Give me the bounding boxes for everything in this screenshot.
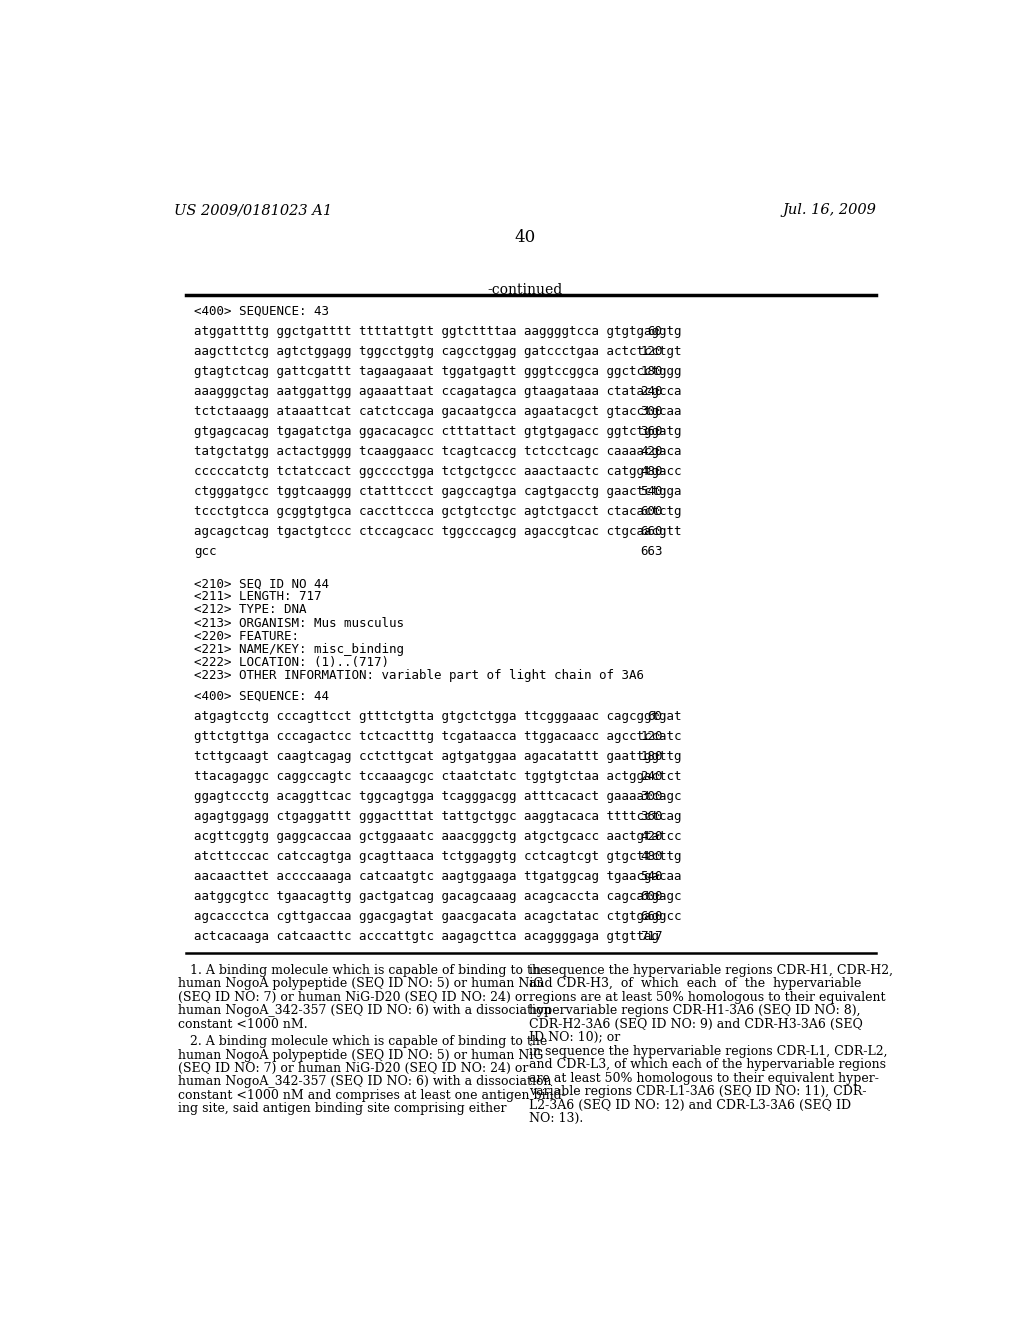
Text: atgagtcctg cccagttcct gtttctgtta gtgctctgga ttcgggaaac cagcggtgat: atgagtcctg cccagttcct gtttctgtta gtgctct… [194,710,681,723]
Text: 660: 660 [640,909,663,923]
Text: 663: 663 [640,545,663,558]
Text: 717: 717 [640,929,663,942]
Text: ttacagaggc caggccagtc tccaaagcgc ctaatctatc tggtgtctaa actggactct: ttacagaggc caggccagtc tccaaagcgc ctaatct… [194,770,681,783]
Text: 420: 420 [640,445,663,458]
Text: <213> ORGANISM: Mus musculus: <213> ORGANISM: Mus musculus [194,616,403,630]
Text: gttctgttga cccagactcc tctcactttg tcgataacca ttggacaacc agcctccatc: gttctgttga cccagactcc tctcactttg tcgataa… [194,730,681,743]
Text: 660: 660 [640,525,663,539]
Text: <223> OTHER INFORMATION: variable part of light chain of 3A6: <223> OTHER INFORMATION: variable part o… [194,669,644,682]
Text: 120: 120 [640,730,663,743]
Text: 180: 180 [640,364,663,378]
Text: aatggcgtcc tgaacagttg gactgatcag gacagcaaag acagcaccta cagcatgagc: aatggcgtcc tgaacagttg gactgatcag gacagca… [194,890,681,903]
Text: 2. A binding molecule which is capable of binding to the: 2. A binding molecule which is capable o… [178,1035,548,1048]
Text: 240: 240 [640,770,663,783]
Text: 60: 60 [648,325,663,338]
Text: L2-3A6 (SEQ ID NO: 12) and CDR-L3-3A6 (SEQ ID: L2-3A6 (SEQ ID NO: 12) and CDR-L3-3A6 (S… [529,1098,852,1111]
Text: 40: 40 [514,230,536,247]
Text: (SEQ ID NO: 7) or human NiG-D20 (SEQ ID NO: 24) or: (SEQ ID NO: 7) or human NiG-D20 (SEQ ID … [178,1063,528,1074]
Text: constant <1000 nM and comprises at least one antigen bind-: constant <1000 nM and comprises at least… [178,1089,566,1102]
Text: 120: 120 [640,345,663,358]
Text: <400> SEQUENCE: 44: <400> SEQUENCE: 44 [194,689,329,702]
Text: human NogoA polypeptide (SEQ ID NO: 5) or human NiG: human NogoA polypeptide (SEQ ID NO: 5) o… [178,1048,544,1061]
Text: tatgctatgg actactgggg tcaaggaacc tcagtcaccg tctcctcagc caaaacgaca: tatgctatgg actactgggg tcaaggaacc tcagtca… [194,445,681,458]
Text: hypervariable regions CDR-H1-3A6 (SEQ ID NO: 8),: hypervariable regions CDR-H1-3A6 (SEQ ID… [529,1005,861,1018]
Text: <222> LOCATION: (1)..(717): <222> LOCATION: (1)..(717) [194,656,389,669]
Text: Jul. 16, 2009: Jul. 16, 2009 [782,203,876,216]
Text: 600: 600 [640,890,663,903]
Text: and CDR-H3,  of  which  each  of  the  hypervariable: and CDR-H3, of which each of the hyperva… [529,977,862,990]
Text: <220> FEATURE:: <220> FEATURE: [194,630,299,643]
Text: CDR-H2-3A6 (SEQ ID NO: 9) and CDR-H3-3A6 (SEQ: CDR-H2-3A6 (SEQ ID NO: 9) and CDR-H3-3A6… [529,1018,863,1031]
Text: cccccatctg tctatccact ggcccctgga tctgctgccc aaactaactc catggtgacc: cccccatctg tctatccact ggcccctgga tctgctg… [194,465,681,478]
Text: <211> LENGTH: 717: <211> LENGTH: 717 [194,590,322,603]
Text: aaagggctag aatggattgg agaaattaat ccagatagca gtaagataaa ctatacgcca: aaagggctag aatggattgg agaaattaat ccagata… [194,385,681,397]
Text: (SEQ ID NO: 7) or human NiG-D20 (SEQ ID NO: 24) or: (SEQ ID NO: 7) or human NiG-D20 (SEQ ID … [178,991,528,1003]
Text: tccctgtcca gcggtgtgca caccttccca gctgtcctgc agtctgacct ctacactctg: tccctgtcca gcggtgtgca caccttccca gctgtcc… [194,506,681,517]
Text: 480: 480 [640,850,663,863]
Text: <221> NAME/KEY: misc_binding: <221> NAME/KEY: misc_binding [194,643,403,656]
Text: <212> TYPE: DNA: <212> TYPE: DNA [194,603,306,616]
Text: gtagtctcag gattcgattt tagaagaaat tggatgagtt gggtccggca ggctcctggg: gtagtctcag gattcgattt tagaagaaat tggatga… [194,364,681,378]
Text: <210> SEQ ID NO 44: <210> SEQ ID NO 44 [194,577,329,590]
Text: gcc: gcc [194,545,216,558]
Text: gtgagcacag tgagatctga ggacacagcc ctttattact gtgtgagacc ggtctggatg: gtgagcacag tgagatctga ggacacagcc ctttatt… [194,425,681,438]
Text: 540: 540 [640,484,663,498]
Text: constant <1000 nM.: constant <1000 nM. [178,1018,308,1031]
Text: ctgggatgcc tggtcaaggg ctatttccct gagccagtga cagtgacctg gaactctgga: ctgggatgcc tggtcaaggg ctatttccct gagccag… [194,484,681,498]
Text: 360: 360 [640,425,663,438]
Text: acgttcggtg gaggcaccaa gctggaaatc aaacgggctg atgctgcacc aactgtatcc: acgttcggtg gaggcaccaa gctggaaatc aaacggg… [194,830,681,843]
Text: human NogoA_342-357 (SEQ ID NO: 6) with a dissociation: human NogoA_342-357 (SEQ ID NO: 6) with … [178,1005,552,1018]
Text: tctctaaagg ataaattcat catctccaga gacaatgcca agaatacgct gtacctgcaa: tctctaaagg ataaattcat catctccaga gacaatg… [194,405,681,418]
Text: 480: 480 [640,465,663,478]
Text: human NogoA_342-357 (SEQ ID NO: 6) with a dissociation: human NogoA_342-357 (SEQ ID NO: 6) with … [178,1076,552,1089]
Text: ID NO: 10); or: ID NO: 10); or [529,1031,621,1044]
Text: atggattttg ggctgatttt ttttattgtt ggtcttttaa aaggggtcca gtgtgaggtg: atggattttg ggctgatttt ttttattgtt ggtcttt… [194,325,681,338]
Text: 1. A binding molecule which is capable of binding to the: 1. A binding molecule which is capable o… [178,964,548,977]
Text: in sequence the hypervariable regions CDR-L1, CDR-L2,: in sequence the hypervariable regions CD… [529,1044,888,1057]
Text: -continued: -continued [487,284,562,297]
Text: and CDR-L3, of which each of the hypervariable regions: and CDR-L3, of which each of the hyperva… [529,1059,887,1071]
Text: 540: 540 [640,870,663,883]
Text: agagtggagg ctgaggattt gggactttat tattgctggc aaggtacaca ttttcctcag: agagtggagg ctgaggattt gggactttat tattgct… [194,810,681,822]
Text: 600: 600 [640,506,663,517]
Text: actcacaaga catcaacttc acccattgtc aagagcttca acaggggaga gtgttag: actcacaaga catcaacttc acccattgtc aagagct… [194,929,658,942]
Text: regions are at least 50% homologous to their equivalent: regions are at least 50% homologous to t… [529,991,886,1003]
Text: variable regions CDR-L1-3A6 (SEQ ID NO: 11), CDR-: variable regions CDR-L1-3A6 (SEQ ID NO: … [529,1085,867,1098]
Text: 300: 300 [640,405,663,418]
Text: tcttgcaagt caagtcagag cctcttgcat agtgatggaa agacatattt gaattggttg: tcttgcaagt caagtcagag cctcttgcat agtgatg… [194,750,681,763]
Text: NO: 13).: NO: 13). [529,1111,584,1125]
Text: aagcttctcg agtctggagg tggcctggtg cagcctggag gatccctgaa actctcctgt: aagcttctcg agtctggagg tggcctggtg cagcctg… [194,345,681,358]
Text: aacaacttet accccaaaga catcaatgtc aagtggaaga ttgatggcag tgaacgacaa: aacaacttet accccaaaga catcaatgtc aagtgga… [194,870,681,883]
Text: <400> SEQUENCE: 43: <400> SEQUENCE: 43 [194,305,329,318]
Text: ggagtccctg acaggttcac tggcagtgga tcagggacgg atttcacact gaaaatcagc: ggagtccctg acaggttcac tggcagtgga tcaggga… [194,789,681,803]
Text: agcagctcag tgactgtccc ctccagcacc tggcccagcg agaccgtcac ctgcaacgtt: agcagctcag tgactgtccc ctccagcacc tggccca… [194,525,681,539]
Text: 180: 180 [640,750,663,763]
Text: in sequence the hypervariable regions CDR-H1, CDR-H2,: in sequence the hypervariable regions CD… [529,964,894,977]
Text: atcttcccac catccagtga gcagttaaca tctggaggtg cctcagtcgt gtgcttcttg: atcttcccac catccagtga gcagttaaca tctggag… [194,850,681,863]
Text: 240: 240 [640,385,663,397]
Text: 420: 420 [640,830,663,843]
Text: are at least 50% homologous to their equivalent hyper-: are at least 50% homologous to their equ… [529,1072,880,1085]
Text: 360: 360 [640,810,663,822]
Text: agcaccctca cgttgaccaa ggacgagtat gaacgacata acagctatac ctgtgaggcc: agcaccctca cgttgaccaa ggacgagtat gaacgac… [194,909,681,923]
Text: 300: 300 [640,789,663,803]
Text: 60: 60 [648,710,663,723]
Text: human NogoA polypeptide (SEQ ID NO: 5) or human NiG: human NogoA polypeptide (SEQ ID NO: 5) o… [178,977,544,990]
Text: ing site, said antigen binding site comprising either: ing site, said antigen binding site comp… [178,1102,507,1115]
Text: US 2009/0181023 A1: US 2009/0181023 A1 [174,203,333,216]
